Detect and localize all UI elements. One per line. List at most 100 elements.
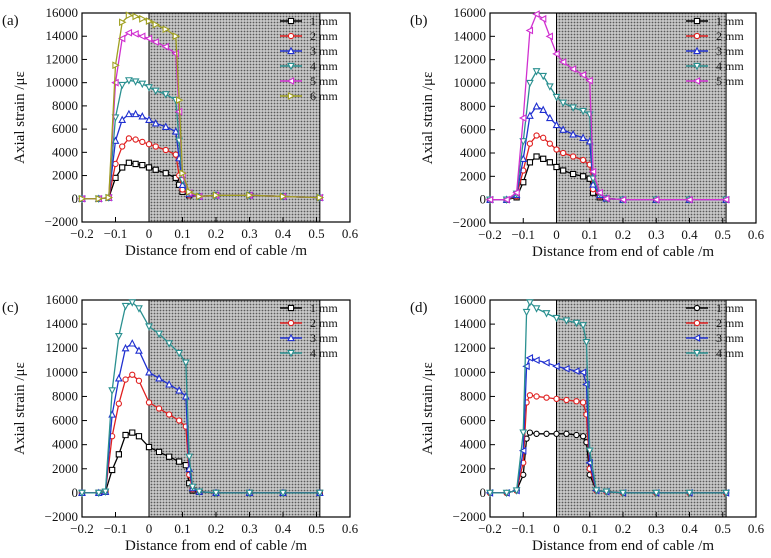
data-point	[502, 489, 511, 498]
data-point	[155, 405, 163, 412]
data-point	[595, 188, 603, 197]
x-tick-label: 0.1	[174, 226, 190, 241]
data-point	[179, 169, 187, 178]
legend-marker	[287, 319, 295, 327]
data-point	[542, 310, 551, 318]
data-point	[78, 194, 87, 203]
data-point	[114, 333, 123, 341]
data-point	[132, 160, 139, 168]
legend-marker	[287, 349, 295, 358]
data-point	[119, 143, 126, 150]
data-point	[175, 386, 184, 394]
data-point	[552, 314, 561, 323]
chart-panel-c: −2000 0 2000 4000 6000 8000 10000 12000 14000 160…	[2, 292, 359, 554]
x-tick-label: 0.3	[241, 226, 257, 241]
data-point	[128, 299, 137, 307]
data-point	[145, 443, 153, 451]
data-point	[279, 489, 287, 498]
data-point	[165, 380, 173, 388]
data-point	[121, 302, 130, 311]
data-point	[545, 83, 554, 91]
data-point	[172, 151, 179, 158]
legend-marker	[692, 334, 701, 342]
data-point	[122, 431, 129, 439]
data-point	[569, 170, 577, 178]
data-point	[532, 305, 541, 313]
data-point	[118, 81, 127, 90]
y-tick-label: 12000	[46, 340, 79, 355]
data-point	[212, 191, 221, 200]
data-point	[131, 30, 139, 38]
y-tick-label: 16000	[454, 5, 487, 20]
legend-label: 4 mm	[716, 59, 744, 73]
legend-label: 3 mm	[310, 331, 338, 345]
data-point	[563, 396, 570, 404]
y-tick-label: 2000	[52, 461, 78, 476]
series-6-mm	[78, 11, 325, 203]
data-point	[105, 193, 114, 202]
data-point	[585, 76, 593, 85]
data-point	[485, 195, 494, 204]
x-tick-label: 0	[146, 226, 153, 241]
data-point	[137, 32, 146, 41]
data-point	[139, 138, 146, 146]
data-point	[129, 371, 136, 378]
x-tick-label: 0.4	[275, 521, 292, 536]
y-tick-label: 10000	[46, 75, 79, 90]
x-tick-label: 0.5	[308, 226, 324, 241]
legend-marker	[287, 32, 295, 40]
legend-label: 2 mm	[310, 29, 338, 43]
data-point	[162, 146, 169, 154]
data-point	[579, 156, 587, 164]
shaded-region	[148, 12, 321, 223]
data-point	[175, 349, 184, 358]
data-point	[526, 392, 534, 399]
x-tick-label: 0.6	[748, 521, 765, 536]
data-point	[543, 394, 550, 401]
data-point	[685, 489, 694, 498]
y-tick-label: 2000	[460, 168, 486, 183]
data-point	[195, 488, 204, 496]
data-point	[585, 447, 594, 456]
data-point	[553, 430, 560, 437]
data-point	[538, 14, 547, 23]
data-point	[525, 353, 534, 362]
data-point	[118, 115, 127, 123]
data-point	[579, 173, 587, 180]
x-tick-label: 0	[553, 521, 560, 536]
legend-label: 5 mm	[310, 74, 338, 88]
data-point	[651, 195, 660, 204]
legend-marker	[693, 319, 701, 327]
data-point	[101, 488, 110, 496]
data-point	[132, 12, 140, 21]
y-tick-label: 12000	[454, 340, 487, 355]
data-point	[518, 114, 527, 122]
legend-label: 1 mm	[716, 301, 744, 315]
legend-marker	[693, 304, 701, 312]
chart-panel-b: −2000 0 2000 4000 6000 8000 10000 12000 14000 160…	[410, 5, 765, 260]
data-point	[546, 159, 553, 166]
data-point	[152, 166, 159, 173]
x-tick-label: 0	[553, 227, 560, 242]
data-point	[573, 398, 580, 405]
x-tick-label: −0.1	[511, 227, 535, 242]
legend-label: 4 mm	[310, 59, 338, 73]
y-tick-label: 12000	[454, 52, 487, 67]
data-point	[569, 104, 578, 112]
y-tick-label: 16000	[46, 292, 79, 307]
y-tick-label: 0	[480, 485, 487, 500]
data-point	[519, 429, 528, 437]
data-point	[526, 111, 534, 119]
data-point	[155, 330, 163, 339]
data-point	[526, 140, 534, 147]
data-point	[532, 68, 541, 76]
x-tick-label: 0.5	[308, 521, 324, 536]
x-tick-label: 0.6	[342, 521, 359, 536]
data-point	[188, 483, 197, 492]
data-point	[519, 154, 528, 162]
y-tick-label: 16000	[454, 292, 487, 307]
y-tick-label: 6000	[460, 413, 486, 428]
y-tick-label: 8000	[52, 98, 78, 113]
data-point	[542, 358, 550, 367]
